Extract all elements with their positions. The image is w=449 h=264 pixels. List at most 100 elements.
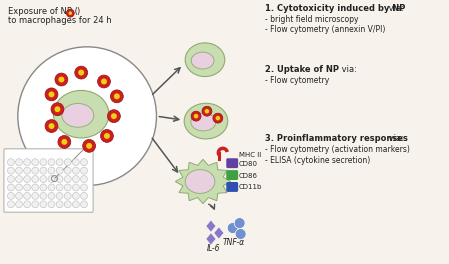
Circle shape [114, 93, 120, 99]
Circle shape [110, 90, 123, 103]
Text: ): ) [76, 7, 79, 16]
Circle shape [55, 73, 68, 86]
Circle shape [72, 159, 79, 166]
Circle shape [24, 167, 31, 174]
Circle shape [66, 9, 74, 17]
Circle shape [16, 167, 22, 174]
Circle shape [8, 184, 14, 191]
Text: 3. Proinflammatory responses: 3. Proinflammatory responses [265, 134, 408, 143]
Circle shape [40, 167, 47, 174]
Circle shape [56, 159, 63, 166]
Circle shape [8, 201, 14, 208]
Circle shape [111, 113, 117, 119]
Circle shape [205, 109, 209, 114]
Circle shape [16, 159, 22, 166]
Ellipse shape [53, 90, 109, 138]
Circle shape [8, 176, 14, 182]
Circle shape [40, 176, 47, 182]
Circle shape [75, 66, 88, 79]
Text: via:: via: [386, 134, 404, 143]
Ellipse shape [185, 170, 215, 194]
Circle shape [216, 116, 220, 120]
Circle shape [16, 192, 22, 199]
Circle shape [64, 159, 71, 166]
Circle shape [32, 167, 39, 174]
Circle shape [234, 218, 245, 229]
Circle shape [58, 135, 71, 148]
Circle shape [8, 159, 14, 166]
Circle shape [80, 167, 88, 174]
Circle shape [45, 120, 58, 133]
Circle shape [78, 70, 84, 76]
Circle shape [48, 184, 55, 191]
Circle shape [16, 176, 22, 182]
Circle shape [56, 176, 63, 182]
Circle shape [72, 201, 79, 208]
Circle shape [32, 159, 39, 166]
FancyBboxPatch shape [4, 149, 93, 212]
Circle shape [191, 111, 201, 121]
Text: CD86: CD86 [239, 173, 258, 178]
Circle shape [72, 184, 79, 191]
Circle shape [72, 192, 79, 199]
Text: MHC II: MHC II [239, 152, 261, 158]
Circle shape [32, 201, 39, 208]
Circle shape [54, 106, 61, 112]
Circle shape [24, 176, 31, 182]
Text: CD11b: CD11b [239, 185, 262, 190]
Circle shape [72, 176, 79, 182]
Circle shape [8, 167, 14, 174]
Circle shape [24, 159, 31, 166]
Circle shape [235, 229, 246, 239]
Circle shape [72, 167, 79, 174]
Text: IL-6: IL-6 [207, 244, 220, 253]
Text: Exposure of NP (: Exposure of NP ( [8, 7, 78, 16]
Circle shape [97, 75, 110, 88]
Circle shape [8, 192, 14, 199]
Circle shape [40, 192, 47, 199]
Circle shape [48, 176, 55, 182]
Circle shape [62, 139, 67, 145]
FancyBboxPatch shape [226, 170, 238, 180]
Polygon shape [206, 233, 216, 245]
Polygon shape [214, 227, 224, 239]
Circle shape [48, 192, 55, 199]
Ellipse shape [184, 103, 228, 139]
Polygon shape [175, 159, 231, 204]
Circle shape [48, 201, 55, 208]
Circle shape [40, 201, 47, 208]
Polygon shape [206, 220, 216, 232]
Circle shape [58, 77, 64, 82]
Circle shape [56, 167, 63, 174]
Circle shape [227, 223, 238, 233]
Circle shape [48, 91, 54, 97]
Circle shape [64, 167, 71, 174]
Circle shape [69, 11, 72, 15]
Circle shape [16, 184, 22, 191]
Circle shape [86, 143, 92, 149]
Ellipse shape [62, 103, 94, 127]
Circle shape [80, 192, 88, 199]
Circle shape [45, 88, 58, 101]
Circle shape [56, 201, 63, 208]
Circle shape [51, 103, 64, 116]
Circle shape [40, 159, 47, 166]
Ellipse shape [191, 52, 214, 69]
Text: - Flow cytometry (annexin V/PI): - Flow cytometry (annexin V/PI) [265, 25, 386, 34]
Text: 2. Uptake of NP: 2. Uptake of NP [265, 65, 339, 74]
Circle shape [83, 139, 96, 152]
Circle shape [107, 110, 120, 122]
Circle shape [32, 176, 39, 182]
Text: - Flow cytometry (activation markers): - Flow cytometry (activation markers) [265, 145, 410, 154]
Circle shape [24, 184, 31, 191]
FancyBboxPatch shape [226, 182, 238, 192]
Circle shape [80, 176, 88, 182]
Circle shape [202, 106, 212, 116]
FancyBboxPatch shape [226, 158, 238, 168]
Circle shape [56, 184, 63, 191]
Circle shape [194, 114, 198, 119]
Text: - bright field microscopy: - bright field microscopy [265, 15, 359, 24]
Circle shape [48, 159, 55, 166]
Circle shape [56, 192, 63, 199]
Text: 1. Cytotoxicity induced by NP: 1. Cytotoxicity induced by NP [265, 4, 406, 13]
